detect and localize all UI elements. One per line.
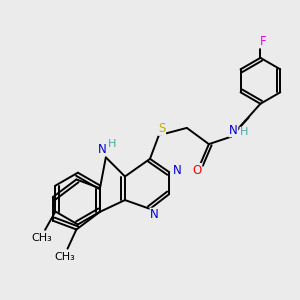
Text: N: N (173, 164, 182, 177)
Text: H: H (240, 127, 248, 137)
Text: N: N (150, 208, 159, 221)
Text: S: S (158, 122, 166, 135)
Text: F: F (260, 35, 266, 48)
Text: CH₃: CH₃ (54, 253, 75, 262)
Text: N: N (98, 142, 107, 156)
Text: CH₃: CH₃ (31, 233, 52, 243)
Text: O: O (193, 164, 202, 176)
Text: H: H (107, 139, 116, 149)
Text: N: N (229, 124, 238, 137)
